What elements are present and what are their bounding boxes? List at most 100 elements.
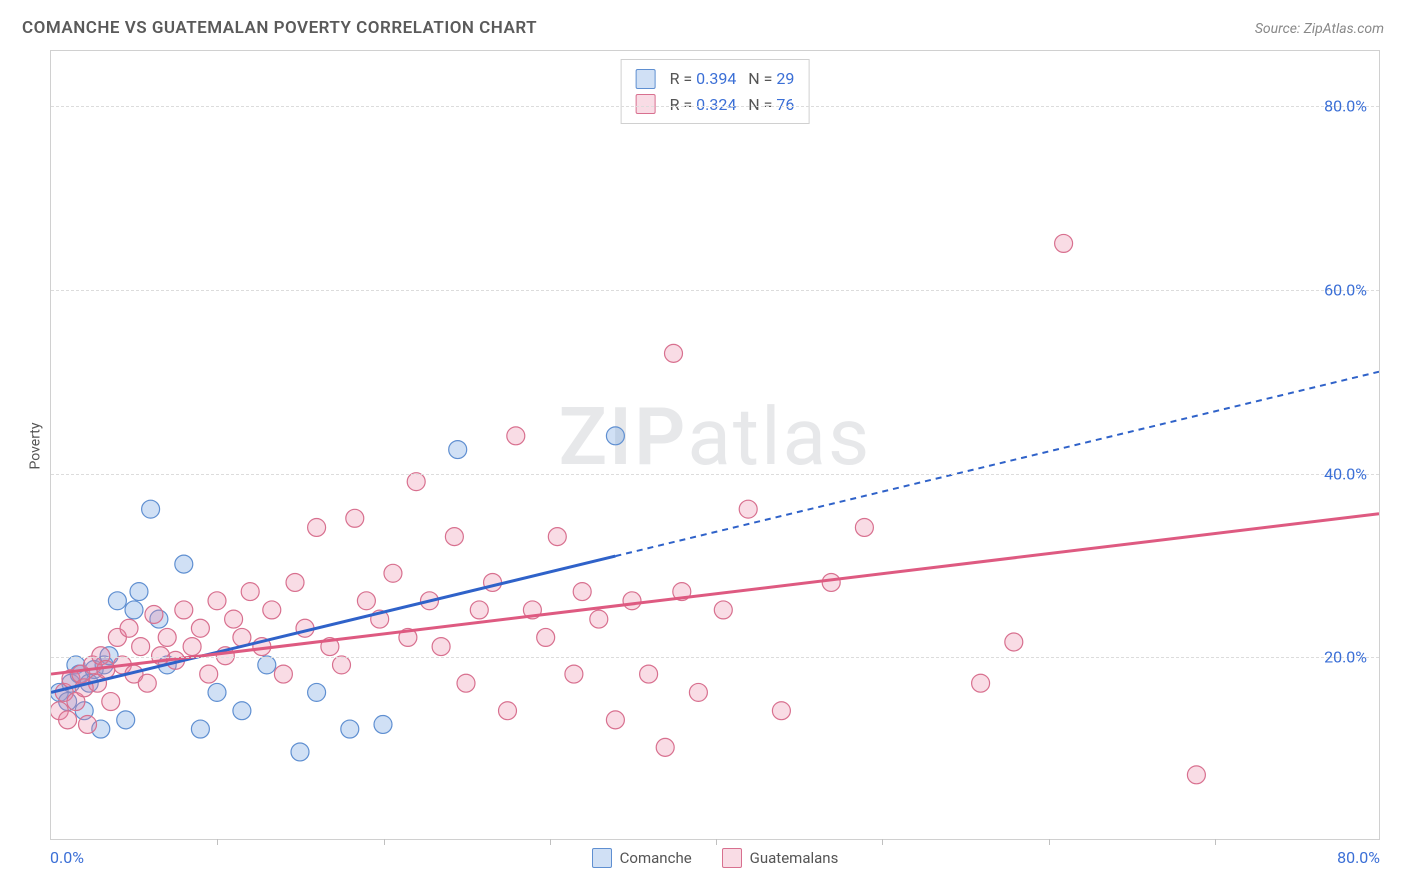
correlation-text: R = 0.394 N = 29 [666, 66, 795, 92]
data-point [357, 592, 375, 610]
data-point [470, 601, 488, 619]
legend-item: Comanche [592, 848, 692, 868]
page-title: COMANCHE VS GUATEMALAN POVERTY CORRELATI… [22, 18, 537, 38]
data-point [117, 711, 135, 729]
data-point [449, 441, 467, 459]
y-tick-label: 40.0% [1324, 464, 1367, 483]
x-tick [716, 839, 717, 845]
data-point [1005, 633, 1023, 651]
data-point [772, 702, 790, 720]
data-point [656, 738, 674, 756]
data-point [640, 665, 658, 683]
data-point [138, 674, 156, 692]
data-point [208, 683, 226, 701]
data-point [308, 683, 326, 701]
data-point [606, 427, 624, 445]
x-tick [217, 839, 218, 845]
legend-swatch [722, 848, 742, 868]
data-point [158, 628, 176, 646]
data-point [145, 606, 163, 624]
data-point [183, 638, 201, 656]
data-point [191, 720, 209, 738]
y-tick-label: 60.0% [1324, 280, 1367, 299]
data-point [341, 720, 359, 738]
data-point [689, 683, 707, 701]
data-point [333, 656, 351, 674]
x-tick [550, 839, 551, 845]
data-point [132, 638, 150, 656]
y-axis-label: Poverty [28, 422, 44, 469]
data-point [59, 711, 77, 729]
x-tick [1049, 839, 1050, 845]
data-point [384, 564, 402, 582]
data-point [125, 601, 143, 619]
data-point [445, 528, 463, 546]
grid-line [51, 474, 1379, 475]
data-point [665, 344, 683, 362]
data-point [102, 693, 120, 711]
data-point [346, 509, 364, 527]
header: COMANCHE VS GUATEMALAN POVERTY CORRELATI… [22, 18, 1384, 38]
correlation-text: R = 0.324 N = 76 [666, 92, 795, 118]
legend-swatch [636, 69, 656, 89]
correlation-legend: R = 0.394 N = 29 R = 0.324 N = 76 [621, 59, 810, 124]
data-point [191, 619, 209, 637]
scatter-chart: ZIPatlas R = 0.394 N = 29 R = 0.324 N = … [50, 50, 1380, 840]
data-point [573, 583, 591, 601]
data-point [457, 674, 475, 692]
correlation-row: R = 0.394 N = 29 [636, 66, 795, 92]
grid-line [51, 106, 1379, 107]
data-point [714, 601, 732, 619]
data-point [142, 500, 160, 518]
y-tick-label: 80.0% [1324, 97, 1367, 116]
data-point [548, 528, 566, 546]
data-point [308, 518, 326, 536]
y-tick-label: 20.0% [1324, 648, 1367, 667]
legend-label: Comanche [620, 849, 692, 867]
data-point [79, 715, 97, 733]
series-legend: Comanche Guatemalans [50, 848, 1380, 868]
data-point [175, 555, 193, 573]
legend-swatch [592, 848, 612, 868]
data-point [263, 601, 281, 619]
data-point [258, 656, 276, 674]
data-point [120, 619, 138, 637]
legend-item: Guatemalans [722, 848, 839, 868]
grid-line [51, 290, 1379, 291]
data-point [590, 610, 608, 628]
plot-svg [51, 51, 1379, 839]
data-point [606, 711, 624, 729]
data-point [233, 702, 251, 720]
data-point [374, 715, 392, 733]
x-tick [882, 839, 883, 845]
data-point [108, 592, 126, 610]
data-point [175, 601, 193, 619]
legend-label: Guatemalans [750, 849, 839, 867]
x-tick [384, 839, 385, 845]
data-point [1055, 234, 1073, 252]
data-point [565, 665, 583, 683]
data-point [537, 628, 555, 646]
data-point [1187, 766, 1205, 784]
correlation-row: R = 0.324 N = 76 [636, 92, 795, 118]
data-point [274, 665, 292, 683]
data-point [291, 743, 309, 761]
data-point [208, 592, 226, 610]
data-point [407, 473, 425, 491]
data-point [499, 702, 517, 720]
data-point [225, 610, 243, 628]
data-point [241, 583, 259, 601]
data-point [432, 638, 450, 656]
data-point [200, 665, 218, 683]
data-point [822, 573, 840, 591]
source-attribution: Source: ZipAtlas.com [1255, 21, 1384, 37]
data-point [507, 427, 525, 445]
legend-swatch [636, 94, 656, 114]
grid-line [51, 657, 1379, 658]
data-point [739, 500, 757, 518]
data-point [972, 674, 990, 692]
data-point [855, 518, 873, 536]
data-point [623, 592, 641, 610]
x-tick [1215, 839, 1216, 845]
data-point [130, 583, 148, 601]
